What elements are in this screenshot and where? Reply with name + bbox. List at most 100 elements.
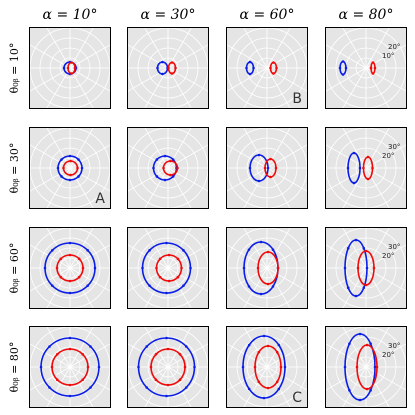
column-title: α = 30° [141,7,196,23]
red-marker [371,72,375,75]
grid-spoke [167,366,193,408]
panel-label: B [292,91,302,107]
red-marker [59,257,63,261]
red-marker [176,275,180,279]
curves [39,336,101,398]
red-marker [68,253,72,257]
panel-label: A [95,191,105,207]
blue-marker [245,66,248,70]
blue-marker [262,334,266,338]
red-marker [371,166,374,170]
red-marker [55,378,59,382]
polar-grid [325,227,407,309]
red-marker [73,66,77,70]
blue-marker [365,266,369,270]
panel-frame [29,326,111,408]
blue-marker [51,249,54,252]
blue-marker [259,240,263,244]
grid-spoke [266,267,292,309]
radial-tick-label: 20° [382,152,394,160]
blue-marker [362,286,366,290]
panels: B10°20°A20°30°20°30°C20°30° [29,27,407,408]
blue-marker [43,266,47,270]
blue-marker [145,345,149,348]
grid-spoke [45,67,71,109]
polar-grid [127,127,209,209]
grid-spoke [242,67,268,109]
polar-panel: 20°30° [325,227,407,309]
red-marker [266,250,270,254]
blue-marker [148,249,151,252]
blue-marker [68,394,72,398]
grid-spoke [45,227,71,269]
red-marker [86,365,90,369]
blue-marker [161,72,164,76]
grid-spoke [365,27,391,69]
column-titles: α = 10° α = 30° α = 60° α = 80° [43,7,394,23]
curves [343,238,376,298]
grid-spoke [266,366,292,408]
red-marker [81,352,85,356]
blue-marker [346,166,350,170]
polar-panel [127,27,209,109]
polar-panel [29,27,111,109]
grid-spoke [29,243,71,269]
polar-grid [29,127,111,209]
panel-frame [29,127,111,209]
blue-marker [241,365,245,369]
red-marker [279,365,283,369]
red-marker [180,266,183,270]
red-marker [275,66,278,70]
blue-marker [277,387,281,391]
blue-marker [89,386,92,389]
grid-spoke [242,27,268,69]
red-marker [77,257,81,261]
blue-marker [165,336,168,340]
blue-marker [171,158,175,161]
blue-marker [89,345,92,348]
grid-spoke [69,143,111,169]
blue-marker [369,342,372,345]
polar-panel: C [226,326,308,408]
red-marker [253,365,257,369]
grid-spoke [69,227,95,269]
red-marker [158,275,162,279]
grid-spoke [143,267,169,309]
panel-label: C [292,390,302,406]
panel-frame [127,127,209,209]
red-marker [257,350,261,354]
grid-spoke [266,227,292,269]
red-marker [369,66,373,70]
row-labels: θ₀ᵦ = 10° θ₀ᵦ = 30° θ₀ᵦ = 60° θ₀ᵦ = 80° [8,43,21,393]
blue-marker [341,60,345,63]
red-marker [269,175,272,179]
blue-marker [369,389,372,392]
curves [343,332,379,402]
blue-marker [348,389,351,392]
grid-spoke [242,127,268,169]
blue-marker [93,266,97,270]
grid-spoke [167,67,209,93]
blue-marker [68,178,72,182]
grid-spoke [167,27,193,69]
column-title: α = 10° [43,7,98,23]
panel-frame [127,27,209,109]
red-marker [167,279,171,283]
grid-spoke [29,143,71,169]
grid-spoke [325,43,367,69]
grid-spoke [69,67,95,109]
panel-frame [325,27,407,109]
curves [152,154,179,182]
red-marker [68,279,72,283]
grid-spoke [365,67,391,109]
polar-grid [127,227,209,309]
grid-spoke [29,43,71,69]
red-marker [274,166,278,170]
radial-tick-label: 20° [382,351,394,359]
blue-marker [247,343,251,347]
blue-marker [354,238,358,242]
polar-panel [127,127,209,209]
panel-frame [325,227,407,309]
row-label: θ₀ᵦ = 30° [8,143,21,194]
red-marker [154,378,158,382]
